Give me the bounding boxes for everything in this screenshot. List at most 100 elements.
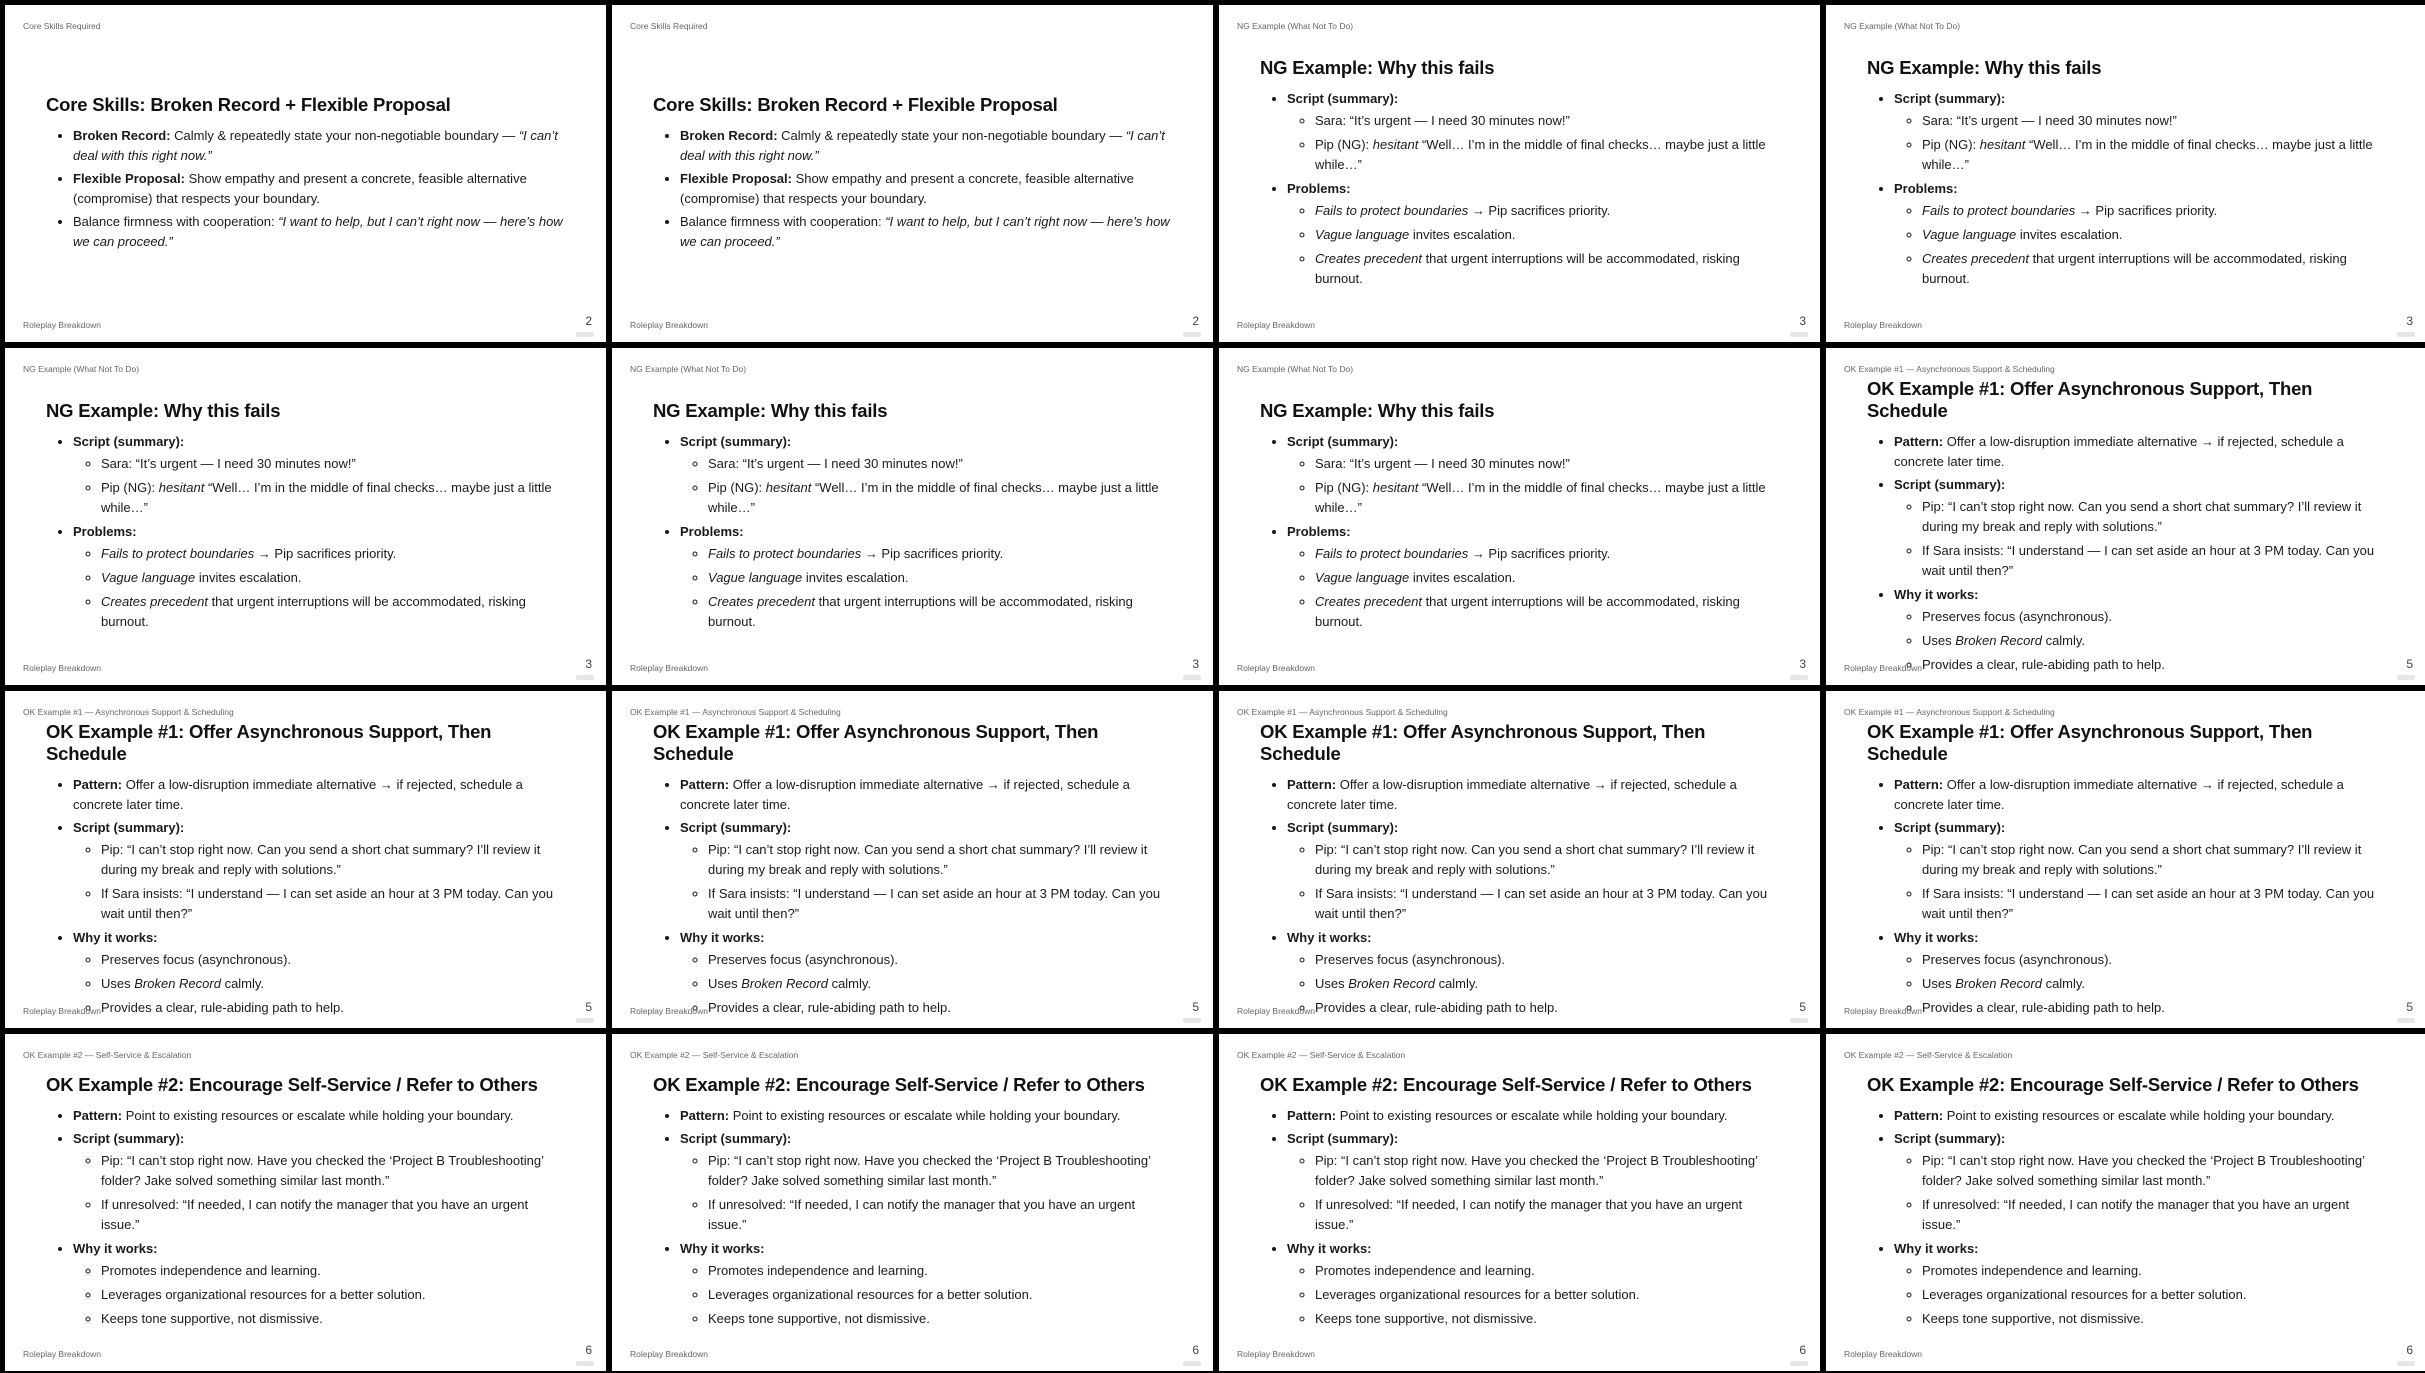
watermark-logo	[1790, 1018, 1808, 1023]
slide-thumbnail-ok1[interactable]: OK Example #1 — Asynchronous Support & S…	[1219, 691, 1820, 1028]
bold-text: Script (summary):	[680, 1131, 792, 1146]
bullet-item: Problems: Fails to protect boundaries → P…	[1287, 179, 1780, 289]
slide-thumbnail-ng[interactable]: NG Example (What Not To Do) NG Example: W…	[1219, 5, 1820, 342]
page-number: 6	[1192, 1343, 1199, 1357]
text-segment: Promotes independence and learning.	[101, 1263, 321, 1278]
sub-bullet-list: Promotes independence and learning. Lever…	[1287, 1261, 1780, 1329]
slide-body: NG Example: Why this fails Script (summar…	[1219, 348, 1820, 685]
slide-thumbnail-ng[interactable]: NG Example (What Not To Do) NG Example: W…	[1826, 5, 2425, 342]
bullet-item: Why it works: Preserves focus (asynchrono…	[73, 928, 566, 1018]
text-segment: Promotes independence and learning.	[708, 1263, 928, 1278]
slide-footer: Roleplay Breakdown	[1237, 663, 1315, 673]
slide-section-label: NG Example (What Not To Do)	[1237, 364, 1354, 374]
bold-text: Pattern:	[73, 1108, 123, 1123]
slide-title: OK Example #2: Encourage Self-Service / …	[653, 1074, 1145, 1095]
slide-thumbnail-ng[interactable]: NG Example (What Not To Do) NG Example: W…	[612, 348, 1213, 685]
slide-thumbnail-ng[interactable]: NG Example (What Not To Do) NG Example: W…	[1219, 348, 1820, 685]
text-segment: calmly.	[2041, 633, 2086, 648]
bold-text: Script (summary):	[680, 433, 792, 449]
text-segment: Point to existing resources or escalate …	[1336, 1108, 1728, 1123]
sub-bullet-item: Keeps tone supportive, not dismissive.	[1315, 1309, 1780, 1329]
slide-thumbnail-ok2[interactable]: OK Example #2 — Self-Service & Escalatio…	[612, 1034, 1213, 1371]
page-number: 3	[1799, 314, 1806, 328]
slide-title: Core Skills: Broken Record + Flexible Pr…	[653, 94, 1058, 115]
watermark-logo	[1790, 332, 1808, 337]
sub-bullet-item: Creates precedent that urgent interrupti…	[1922, 249, 2387, 289]
text-segment: “Well… I’m in the middle of final checks…	[1922, 136, 2373, 172]
watermark-logo	[1183, 1018, 1201, 1023]
sub-bullet-item: Provides a clear, rule-abiding path to h…	[101, 998, 566, 1018]
text-segment: → Pip sacrifices priority.	[1468, 545, 1611, 561]
slide-footer: Roleplay Breakdown	[630, 663, 708, 673]
sub-bullet-list: Sara: “It’s urgent — I need 30 minutes n…	[1894, 111, 2387, 175]
sub-bullet-item: Keeps tone supportive, not dismissive.	[101, 1309, 566, 1329]
watermark-logo	[1183, 1361, 1201, 1366]
bullet-item: Pattern: Offer a low-disruption immediat…	[1894, 432, 2387, 472]
text-segment: → Pip sacrifices priority.	[861, 545, 1004, 561]
slide-title: NG Example: Why this fails	[1260, 399, 1495, 421]
sub-bullet-item: Pip: “I can’t stop right now. Have you c…	[1922, 1151, 2387, 1191]
bullet-item: Why it works: Promotes independence and l…	[1894, 1239, 2387, 1329]
slide-thumbnail-ok1[interactable]: OK Example #1 — Asynchronous Support & S…	[1826, 348, 2425, 685]
sub-bullet-item: Leverages organizational resources for a…	[708, 1285, 1173, 1305]
text-segment: calmly.	[1434, 976, 1479, 991]
slide-thumbnail-core[interactable]: Core Skills Required Core Skills: Broken …	[5, 5, 606, 342]
slide-body: OK Example #2: Encourage Self-Service / …	[612, 1034, 1213, 1371]
sub-bullet-item: Pip: “I can’t stop right now. Have you c…	[708, 1151, 1173, 1191]
slide-section-label: NG Example (What Not To Do)	[630, 364, 747, 374]
page-number: 5	[2406, 1000, 2413, 1014]
sub-bullet-item: Promotes independence and learning.	[101, 1261, 566, 1281]
text-segment: invites escalation.	[1409, 569, 1516, 585]
text-segment: that urgent interruptions will be accomm…	[101, 593, 526, 629]
bold-text: Pattern:	[1287, 777, 1337, 792]
text-segment: Calmly & repeatedly state your non-negot…	[777, 128, 1126, 143]
sub-bullet-item: Creates precedent that urgent interrupti…	[1315, 592, 1780, 632]
bold-text: Pattern:	[1894, 1108, 1944, 1123]
bullet-item: Why it works: Promotes independence and l…	[1287, 1239, 1780, 1329]
text-segment: Promotes independence and learning.	[1922, 1263, 2142, 1278]
bullet-item: Problems: Fails to protect boundaries → P…	[1894, 179, 2387, 289]
slide-body: NG Example: Why this fails Script (summar…	[1219, 5, 1820, 342]
bullet-item: Script (summary): Pip: “I can’t stop righ…	[680, 1129, 1173, 1235]
slide-thumbnail-ng[interactable]: NG Example (What Not To Do) NG Example: W…	[5, 348, 606, 685]
text-segment: Pip: “I can’t stop right now. Have you c…	[708, 1153, 1151, 1188]
slide-thumbnail-ok2[interactable]: OK Example #2 — Self-Service & Escalatio…	[5, 1034, 606, 1371]
slide-section-label: NG Example (What Not To Do)	[1844, 21, 1961, 31]
italic-text: Vague language	[101, 569, 196, 585]
slide-body: OK Example #2: Encourage Self-Service / …	[5, 1034, 606, 1371]
page-number: 6	[585, 1343, 592, 1357]
text-segment: Provides a clear, rule-abiding path to h…	[1922, 1000, 2165, 1015]
slide-thumbnail-ok1[interactable]: OK Example #1 — Asynchronous Support & S…	[612, 691, 1213, 1028]
text-segment: invites escalation.	[2016, 226, 2123, 242]
slide-footer: Roleplay Breakdown	[1237, 320, 1315, 330]
bullet-list: Pattern: Offer a low-disruption immediat…	[1867, 775, 2387, 1022]
text-segment: Offer a low-disruption immediate alterna…	[680, 777, 1130, 812]
slide-thumbnail-ok2[interactable]: OK Example #2 — Self-Service & Escalatio…	[1826, 1034, 2425, 1371]
sub-bullet-list: Pip: “I can’t stop right now. Have you c…	[73, 1151, 566, 1235]
bold-text: Problems:	[1894, 180, 1958, 196]
slide-section-label: OK Example #1 — Asynchronous Support & S…	[1844, 707, 2055, 717]
bold-text: Why it works:	[73, 1241, 158, 1256]
slide-body: OK Example #2: Encourage Self-Service / …	[1219, 1034, 1820, 1371]
bullet-list: Pattern: Offer a low-disruption immediat…	[1260, 775, 1780, 1022]
text-segment: Sara: “It’s urgent — I need 30 minutes n…	[1922, 112, 2177, 128]
slide-thumbnail-ok2[interactable]: OK Example #2 — Self-Service & Escalatio…	[1219, 1034, 1820, 1371]
slide-section-label: Core Skills Required	[630, 21, 708, 31]
bold-text: Problems:	[1287, 180, 1351, 196]
slide-thumbnail-core[interactable]: Core Skills Required Core Skills: Broken …	[612, 5, 1213, 342]
sub-bullet-item: If Sara insists: “I understand — I can s…	[1922, 541, 2387, 581]
bullet-item: Why it works: Preserves focus (asynchrono…	[1287, 928, 1780, 1018]
sub-bullet-item: If Sara insists: “I understand — I can s…	[1315, 884, 1780, 924]
bullet-item: Script (summary): Sara: “It’s urgent — I …	[1287, 432, 1780, 518]
sub-bullet-item: Pip: “I can’t stop right now. Have you c…	[101, 1151, 566, 1191]
bullet-list: Pattern: Point to existing resources or …	[653, 1106, 1173, 1333]
slide-body: OK Example #1: Offer Asynchronous Suppor…	[1219, 691, 1820, 1028]
slide-thumbnail-ok1[interactable]: OK Example #1 — Asynchronous Support & S…	[1826, 691, 2425, 1028]
slide-thumbnail-ok1[interactable]: OK Example #1 — Asynchronous Support & S…	[5, 691, 606, 1028]
sub-bullet-list: Pip: “I can’t stop right now. Have you c…	[1287, 1151, 1780, 1235]
slide-section-label: OK Example #1 — Asynchronous Support & S…	[1237, 707, 1448, 717]
sub-bullet-item: Sara: “It’s urgent — I need 30 minutes n…	[1922, 111, 2387, 131]
sub-bullet-item: Uses Broken Record calmly.	[1922, 974, 2387, 994]
text-segment: Pip: “I can’t stop right now. Can you se…	[101, 842, 541, 877]
slide-title: OK Example #2: Encourage Self-Service / …	[1260, 1074, 1752, 1095]
